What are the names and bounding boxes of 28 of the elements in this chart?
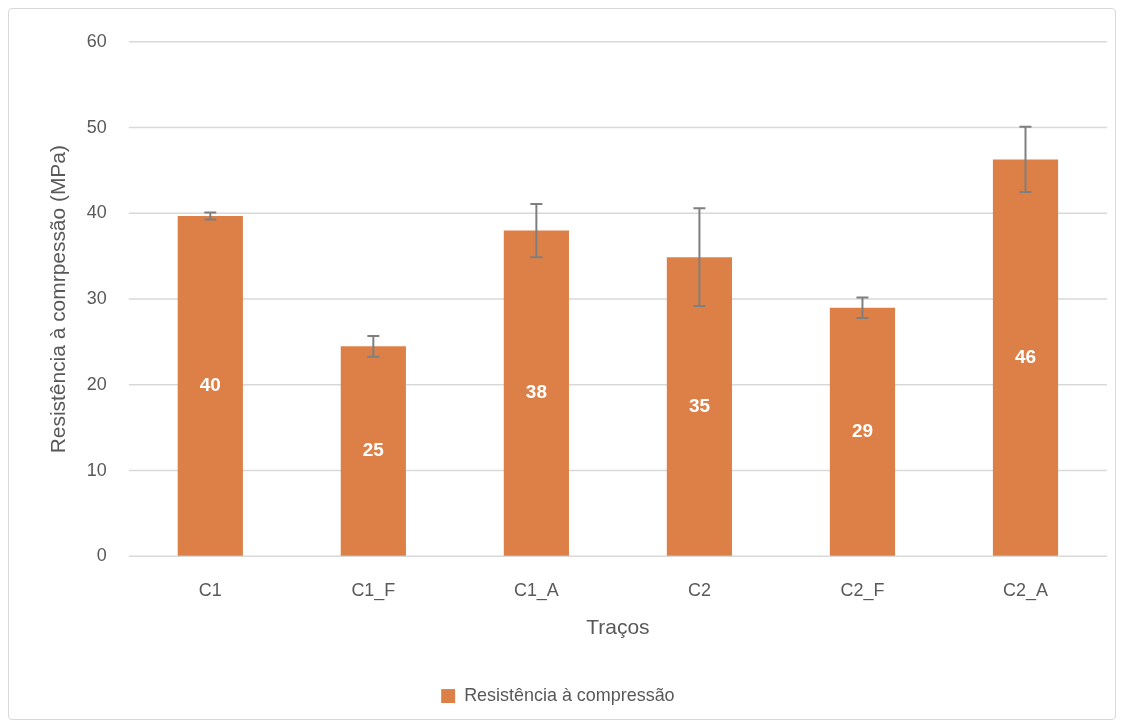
y-tick-label: 50 (86, 116, 107, 137)
bar (503, 230, 569, 556)
bar (666, 257, 733, 556)
x-tick-label: C2_F (840, 580, 885, 602)
x-tick-label: C1_A (513, 580, 559, 602)
x-tick-label: C2_A (1003, 580, 1048, 602)
y-tick-label: 10 (86, 459, 107, 480)
y-tick-label: 60 (86, 30, 107, 51)
x-tick-label: C2 (687, 580, 711, 601)
data-label: 46 (1014, 345, 1037, 367)
data-label: 35 (688, 394, 710, 416)
y-tick-label: 20 (86, 373, 107, 394)
y-tick-label: 0 (96, 545, 107, 566)
data-label: 40 (199, 374, 221, 396)
bar (992, 159, 1059, 556)
y-tick-label: 40 (86, 202, 107, 223)
x-tick-label: C1 (198, 580, 222, 601)
data-label: 38 (525, 381, 547, 403)
x-axis-title: Traços (586, 615, 650, 639)
data-label: 29 (851, 419, 873, 441)
bar (177, 216, 243, 556)
data-label: 25 (362, 439, 384, 461)
bar (340, 346, 406, 556)
bar (829, 307, 896, 556)
legend-label: Resistência à compressão (464, 685, 675, 706)
y-tick-label: 30 (86, 288, 107, 309)
x-tick-label: C1_F (351, 580, 396, 602)
y-axis-title: Resistência à comrpessão (MPa) (46, 145, 70, 454)
